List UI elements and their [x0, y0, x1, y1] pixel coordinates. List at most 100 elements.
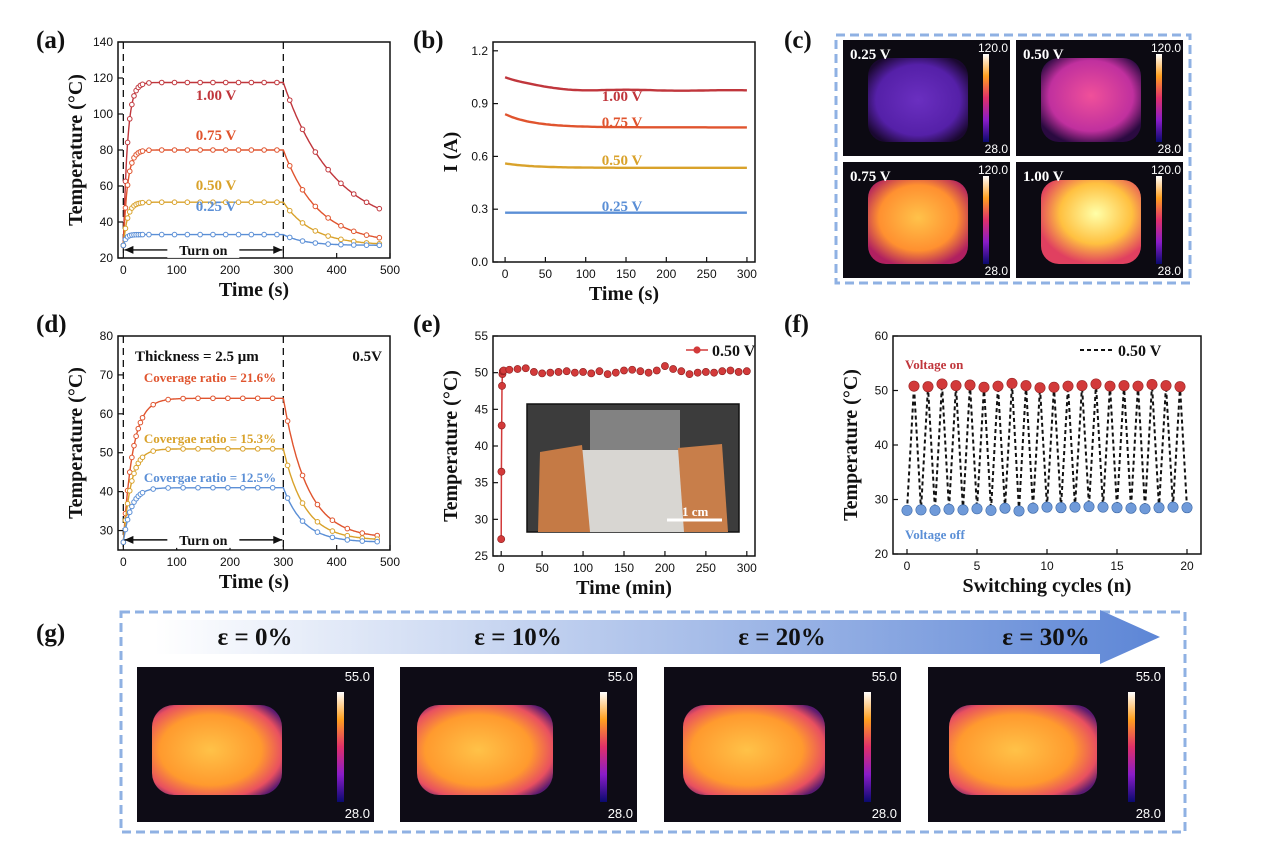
data-point — [652, 366, 661, 375]
data-point — [299, 472, 306, 479]
off-point — [1069, 501, 1081, 513]
data-point — [274, 79, 280, 86]
data-point — [286, 207, 293, 214]
data-point — [120, 242, 127, 249]
data-point — [171, 231, 178, 238]
on-point — [992, 380, 1004, 392]
off-point — [1139, 503, 1151, 515]
series-label: Coverage ratio = 21.6% — [144, 370, 276, 385]
y-tick-label: 60 — [875, 329, 889, 343]
thermal-hot-spot — [417, 705, 553, 795]
data-point — [146, 199, 152, 206]
inset-photo: 1 cm — [526, 403, 740, 533]
y-tick-label: 40 — [475, 439, 489, 453]
on-point — [908, 380, 920, 392]
data-point — [210, 395, 216, 402]
data-point — [344, 525, 351, 532]
data-point — [710, 368, 718, 377]
series-line-0 — [122, 81, 380, 246]
data-point — [299, 238, 306, 244]
y-tick-label: 30 — [875, 493, 889, 507]
data-point — [718, 367, 727, 376]
x-tick-label: 200 — [656, 267, 676, 281]
data-point — [197, 231, 203, 238]
colorbar-max-label: 55.0 — [608, 669, 633, 684]
series-line-1 — [122, 448, 380, 543]
turn-on-label-bg — [167, 529, 240, 548]
x-tick-label: 300 — [737, 267, 757, 281]
colorbar-max-label: 55.0 — [345, 669, 370, 684]
data-point — [139, 81, 146, 88]
y-tick-label: 70 — [100, 368, 114, 382]
data-point — [135, 425, 142, 432]
series-label: 0.25 V — [602, 199, 643, 215]
on-point — [950, 380, 962, 392]
strain-label: ε = 0% — [218, 624, 293, 651]
data-point — [274, 231, 280, 238]
off-point — [1055, 502, 1067, 514]
colorbar — [1156, 54, 1162, 142]
on-point — [978, 381, 990, 393]
data-point — [299, 126, 306, 133]
data-point — [197, 147, 203, 153]
data-point — [122, 205, 129, 211]
data-point — [129, 503, 135, 510]
data-point — [126, 168, 133, 175]
data-point — [120, 539, 127, 546]
data-point — [248, 231, 255, 238]
y-tick-label: 50 — [875, 384, 889, 398]
plot-frame — [117, 335, 391, 551]
colorbar — [600, 692, 607, 802]
thermal-hot-spot — [1041, 180, 1141, 264]
x-axis-title: Time (s) — [589, 283, 659, 305]
voltage-label: 1.00 V — [1023, 169, 1064, 185]
data-point — [131, 93, 137, 99]
off-point — [901, 504, 913, 516]
y-axis-title: Temperature (°C) — [840, 369, 862, 521]
data-point — [248, 147, 255, 153]
thermal-hot-spot — [949, 705, 1097, 795]
y-tick-label: 1.2 — [471, 44, 488, 58]
data-point — [587, 369, 596, 378]
data-point — [350, 191, 357, 197]
data-point — [131, 442, 137, 449]
data-point — [329, 517, 336, 523]
x-tick-label: 100 — [576, 267, 596, 281]
x-tick-label: 0 — [120, 263, 127, 277]
colorbar-min-label: 28.0 — [985, 142, 1009, 156]
data-point — [350, 228, 357, 235]
data-point — [126, 487, 133, 494]
data-point — [359, 530, 366, 536]
thermal-hot-spot — [152, 705, 282, 795]
data-point — [314, 529, 321, 535]
data-point — [184, 231, 191, 238]
data-point — [505, 365, 514, 374]
x-tick-label: 15 — [1110, 559, 1124, 573]
y-tick-label: 30 — [100, 524, 114, 538]
y-tick-label: 50 — [475, 366, 489, 380]
turn-on-label: Turn on — [179, 244, 227, 259]
thermal-hot-spot — [1041, 58, 1141, 142]
colorbar-max-label: 120.0 — [978, 163, 1008, 177]
data-point — [222, 231, 229, 238]
y-tick-label: 25 — [475, 549, 489, 563]
x-axis-title: Switching cycles (n) — [963, 575, 1132, 597]
data-point — [248, 79, 255, 86]
data-point — [197, 199, 203, 205]
colorbar-max-label: 120.0 — [1151, 163, 1181, 177]
data-point — [133, 464, 139, 471]
strain-thermal-cell-1: 55.0 28.0 — [400, 667, 637, 822]
data-point — [261, 199, 267, 205]
data-point — [261, 79, 267, 86]
x-tick-label: 400 — [327, 263, 347, 277]
y-axis-title: Temperature (°C) — [65, 74, 87, 226]
colorbar-min-label: 28.0 — [985, 264, 1009, 278]
data-point — [562, 367, 571, 376]
on-point — [1146, 379, 1158, 391]
data-point — [363, 232, 370, 238]
turn-on-label-bg — [167, 239, 240, 258]
x-axis-title: Time (min) — [576, 577, 672, 599]
data-point — [180, 484, 186, 491]
x-axis-title: Time (s) — [219, 279, 289, 301]
series-label: 1.00 V — [602, 89, 643, 105]
